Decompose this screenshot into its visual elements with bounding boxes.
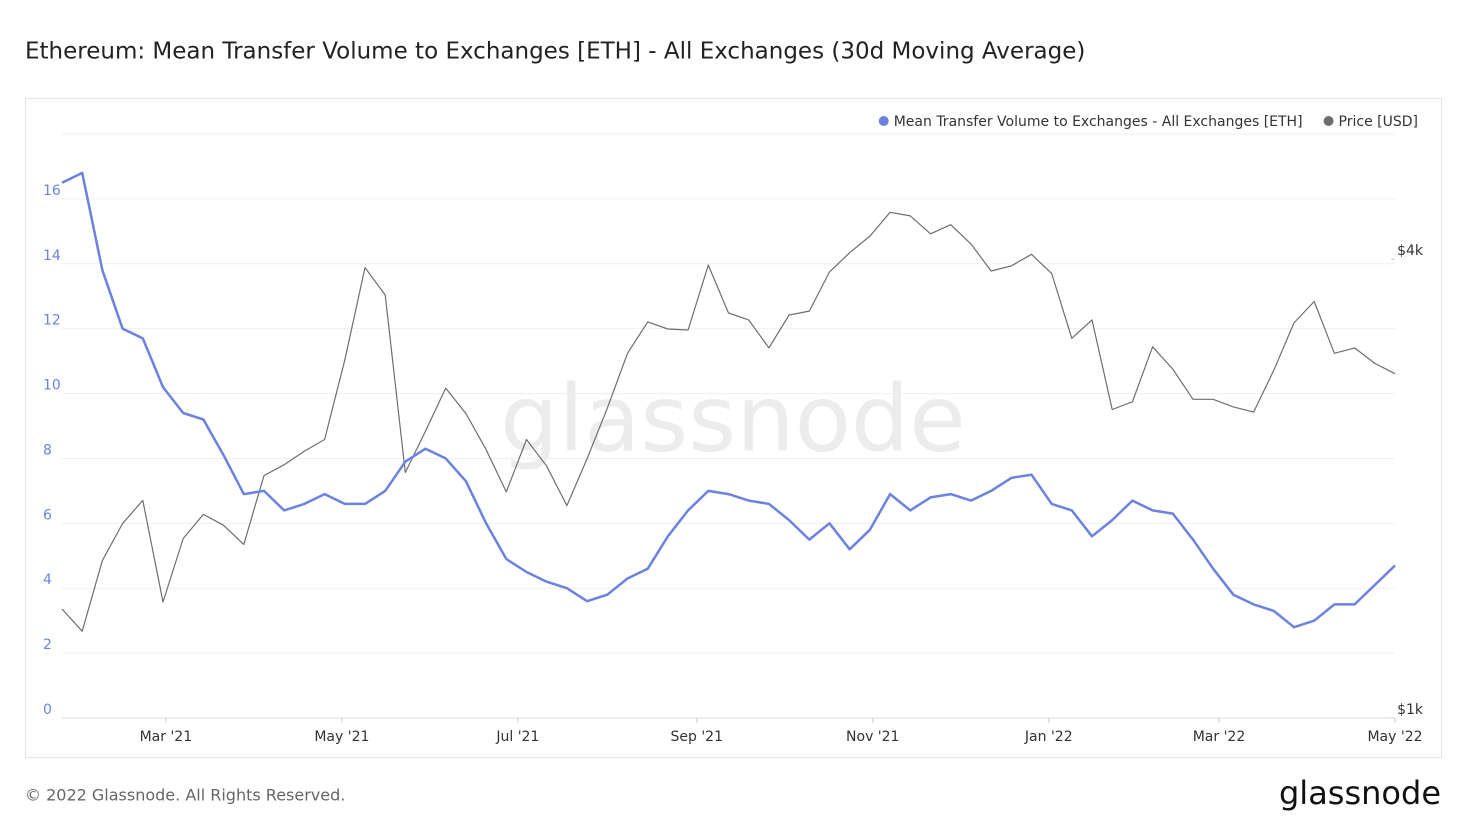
y-tick-label: 10	[43, 378, 61, 394]
x-tick-label: Jan '22	[1024, 729, 1073, 745]
y-tick-label: 0	[43, 702, 52, 718]
y-tick-label: 4	[43, 572, 52, 588]
legend-marker	[878, 116, 889, 126]
y-tick-label: 2	[43, 637, 52, 653]
legend-marker	[1323, 116, 1334, 126]
brand-logo: glassnode	[1279, 774, 1441, 812]
x-tick-label: Mar '21	[140, 729, 193, 745]
y2-tick-label: $4k	[1397, 243, 1424, 259]
legend-label: Price [USD]	[1339, 114, 1418, 130]
y-tick-label: 14	[43, 248, 61, 264]
x-tick-label: Jul '21	[495, 729, 539, 745]
x-tick-label: Mar '22	[1193, 729, 1246, 745]
legend-label: Mean Transfer Volume to Exchanges - All …	[894, 114, 1303, 130]
x-tick-label: May '22	[1367, 729, 1422, 745]
y-tick-label: 6	[43, 507, 52, 523]
y-tick-label: 12	[43, 313, 61, 329]
copyright: © 2022 Glassnode. All Rights Reserved.	[25, 786, 345, 805]
legend: Price [USD] Mean Transfer Volume to Excha…	[878, 114, 1418, 130]
x-tick-label: Sep '21	[671, 729, 724, 745]
x-tick-label: May '21	[314, 729, 369, 745]
x-tick-label: Nov '21	[846, 729, 899, 745]
chart-frame	[25, 98, 1442, 758]
y-tick-label: 16	[43, 183, 61, 199]
watermark: glassnode	[500, 365, 966, 472]
volume-line	[61, 171, 1396, 629]
y2-tick-label: $1k	[1397, 702, 1424, 718]
y-tick-label: 8	[43, 442, 52, 458]
price-line	[61, 211, 1396, 632]
chart-title: Ethereum: Mean Transfer Volume to Exchan…	[25, 39, 1085, 65]
